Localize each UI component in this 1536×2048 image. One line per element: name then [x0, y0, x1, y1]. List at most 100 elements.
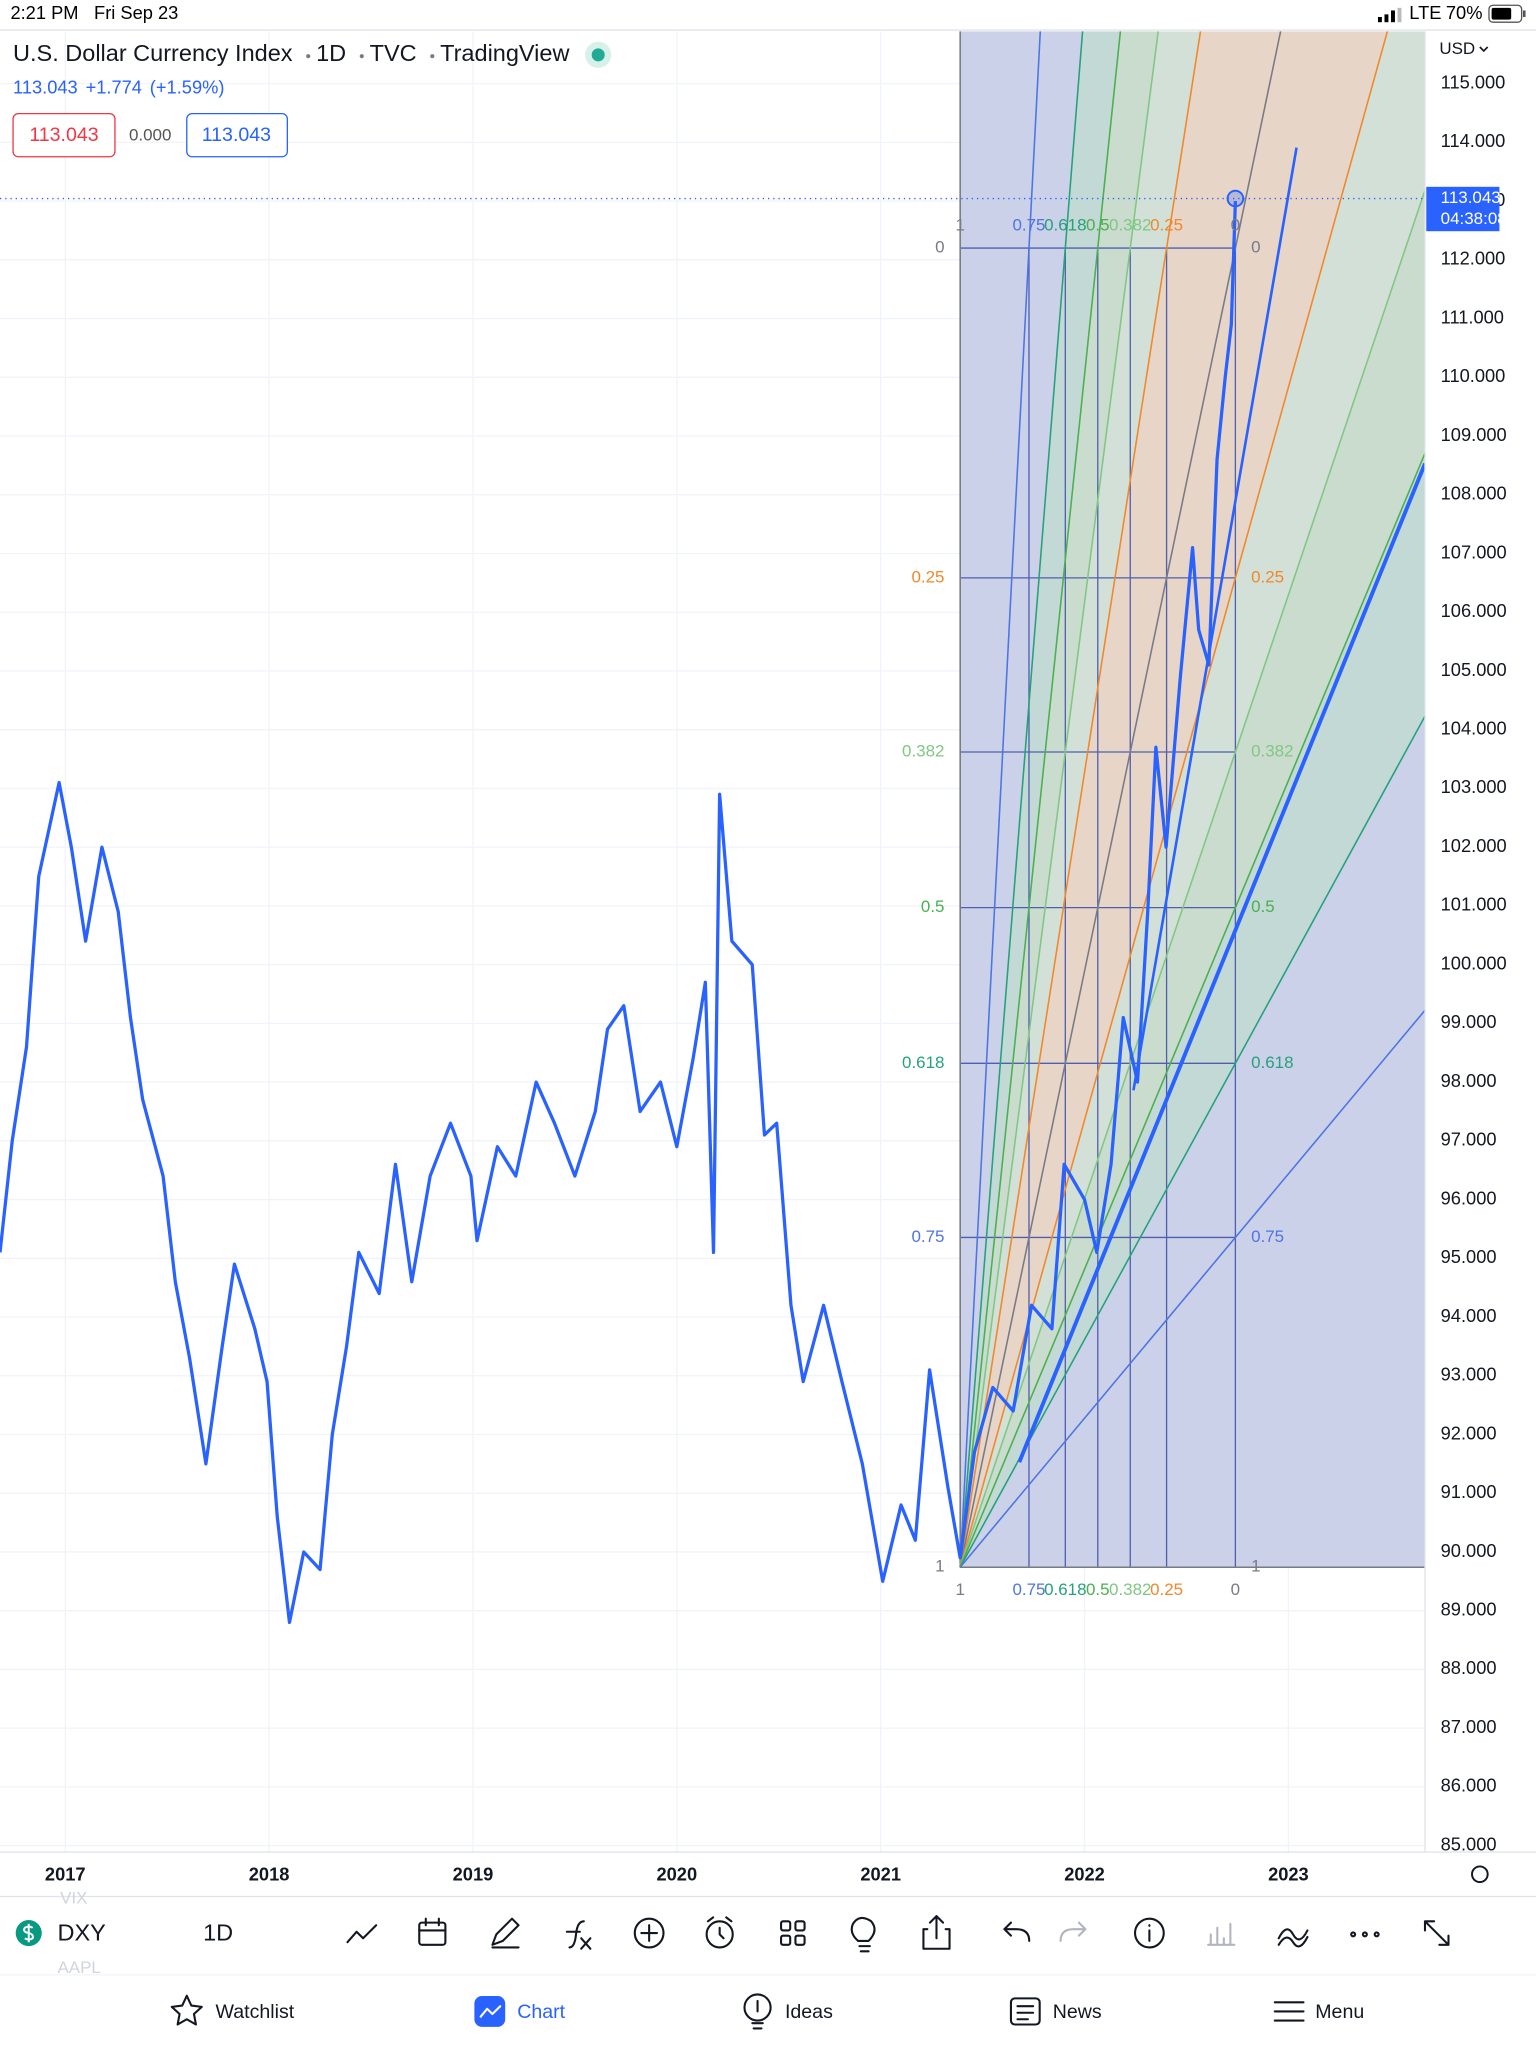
nav-label[interactable]: Watchlist — [216, 2001, 295, 2023]
header-title[interactable]: U.S. Dollar Currency Index — [13, 40, 293, 66]
y-tick-label: 93.000 — [1441, 1364, 1497, 1385]
ghost-symbol: VIX — [60, 1889, 87, 1908]
fan-label: 0.618 — [1044, 1580, 1086, 1599]
y-tick-label: 109.000 — [1441, 424, 1507, 445]
y-tick-label: 108.000 — [1441, 483, 1507, 504]
separator — [359, 54, 364, 59]
y-tick-label: 111.000 — [1441, 306, 1504, 327]
nav-label[interactable]: Menu — [1315, 2001, 1364, 2023]
last-price-label: 113.043 — [1441, 188, 1501, 207]
nav-label[interactable]: News — [1053, 2001, 1102, 2023]
settings-icon[interactable] — [1471, 1865, 1489, 1884]
y-tick-label: 91.000 — [1441, 1481, 1497, 1502]
countdown: 04:38:08 — [1441, 209, 1507, 228]
nav-label[interactable]: Chart — [517, 2001, 565, 2023]
plot-area — [0, 31, 1425, 1853]
status-battery: 70% — [1446, 2, 1483, 23]
fan-label: 0.382 — [1109, 215, 1151, 234]
currency-chevron — [1479, 46, 1489, 53]
trend-line — [1017, 462, 1425, 1463]
y-tick-label: 87.000 — [1441, 1716, 1497, 1737]
fan-label: 0.382 — [902, 741, 944, 760]
y-tick-label: 90.000 — [1441, 1540, 1497, 1561]
x-tick-label: 2019 — [453, 1863, 494, 1884]
y-tick-label: 105.000 — [1441, 659, 1507, 680]
price-line — [0, 201, 1238, 1625]
x-tick-label: 2018 — [249, 1863, 290, 1884]
currency[interactable]: USD — [1439, 39, 1475, 58]
ghost-symbol: AAPL — [57, 1958, 100, 1977]
header-change: +1.774 — [86, 77, 142, 98]
nav-icons[interactable] — [170, 1993, 1305, 2030]
trend-line — [1132, 147, 1298, 1091]
fan-label: 0.25 — [1150, 1580, 1183, 1599]
fan-label: 0.25 — [911, 567, 944, 586]
y-tick-label: 88.000 — [1441, 1657, 1497, 1678]
y-tick-label: 112.000 — [1441, 248, 1506, 269]
symbol-icon-glyph — [23, 1923, 34, 1943]
separator — [430, 54, 435, 59]
fan-label: 0.618 — [1251, 1053, 1293, 1072]
y-tick-label: 100.000 — [1441, 952, 1507, 973]
y-tick-label: 95.000 — [1441, 1246, 1497, 1267]
y-tick-label: 110.000 — [1441, 365, 1506, 386]
fan-label: 0.382 — [1251, 741, 1293, 760]
fan-label: 0.618 — [902, 1053, 944, 1072]
spread: 0.000 — [129, 125, 171, 144]
bid-box[interactable] — [12, 112, 116, 158]
y-tick-label: 101.000 — [1441, 894, 1507, 915]
y-tick-label: 99.000 — [1441, 1011, 1497, 1032]
fan-label: 0.75 — [1012, 1580, 1045, 1599]
status-dot — [591, 48, 605, 62]
handle — [1226, 189, 1245, 208]
y-tick-label: 115.000 — [1441, 71, 1506, 92]
fan-label: 1 — [935, 1557, 944, 1576]
fan-label: 1 — [955, 1580, 964, 1599]
status-time: 2:21 PM — [10, 2, 78, 23]
y-tick-label: 89.000 — [1441, 1599, 1497, 1620]
header-interval[interactable]: 1D — [316, 40, 346, 66]
y-tick-label: 85.000 — [1441, 1833, 1497, 1854]
fan-label: 0.25 — [1251, 567, 1284, 586]
header-source[interactable]: TradingView — [440, 40, 570, 66]
ask-box[interactable] — [186, 112, 288, 158]
y-tick-label: 102.000 — [1441, 835, 1507, 856]
y-tick-label: 98.000 — [1441, 1070, 1497, 1091]
y-tick-label: 104.000 — [1441, 718, 1507, 739]
toolbar-icons[interactable] — [346, 1915, 1450, 1953]
fan-label: 1 — [955, 215, 964, 234]
header-exchange[interactable]: TVC — [370, 40, 417, 66]
battery-icon — [1488, 4, 1526, 23]
x-tick-label: 2020 — [656, 1863, 697, 1884]
fan-label: 0.25 — [1150, 215, 1183, 234]
y-tick-label: 97.000 — [1441, 1129, 1497, 1150]
fan-label: 0.5 — [1086, 1580, 1110, 1599]
x-tick-label: 2021 — [860, 1863, 901, 1884]
interval[interactable]: 1D — [203, 1920, 233, 1946]
separator — [306, 54, 311, 59]
nav-label[interactable]: Ideas — [785, 2001, 833, 2023]
header-change_pct: (+1.59%) — [150, 77, 225, 98]
symbol[interactable]: DXY — [57, 1920, 106, 1946]
y-tick-label: 106.000 — [1441, 600, 1507, 621]
status-network: LTE — [1409, 2, 1441, 23]
fan-label: 0.382 — [1109, 1580, 1151, 1599]
fan-label: 0.618 — [1044, 215, 1086, 234]
fan-label: 0.75 — [911, 1227, 944, 1246]
y-tick-label: 86.000 — [1441, 1775, 1497, 1796]
bid-price[interactable]: 113.043 — [29, 124, 98, 146]
fan-label: 0 — [1251, 238, 1260, 257]
x-tick-label: 2023 — [1268, 1863, 1309, 1884]
ask-price[interactable]: 113.043 — [202, 124, 271, 146]
overlay: U.S. Dollar Currency Index 1D TVC TradingVi… — [0, 31, 1536, 1884]
y-tick-label: 107.000 — [1441, 541, 1507, 562]
fan-label: 0.75 — [1012, 215, 1045, 234]
fan-label: 0.5 — [921, 897, 945, 916]
signal-icon — [1377, 7, 1402, 23]
status-date: Fri Sep 23 — [94, 2, 178, 23]
fan-label: 0 — [935, 238, 944, 257]
y-tick-label: 96.000 — [1441, 1187, 1497, 1208]
fan-label: 0.5 — [1251, 897, 1275, 916]
